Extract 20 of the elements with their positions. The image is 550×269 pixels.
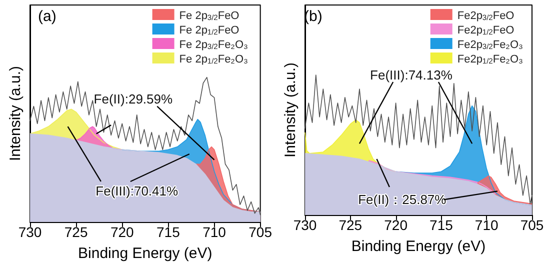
x-axis-title: Binding Energy (eV)	[78, 245, 212, 262]
annotation: Fe(II):29.59%	[94, 92, 173, 107]
x-axis-title: Binding Energy (eV)	[351, 238, 486, 255]
x-tick-label: 710	[202, 224, 226, 240]
x-tick-label: 705	[248, 224, 272, 240]
x-tick-label: 715	[430, 217, 454, 233]
x-tick-label: 725	[64, 224, 88, 240]
x-tick-label: 730	[18, 224, 42, 240]
x-tick-label: 705	[520, 217, 544, 233]
x-tick-label: 720	[384, 217, 408, 233]
annotation: Fe(II)：25.87%	[358, 192, 447, 208]
x-tick-label: 710	[474, 217, 498, 233]
chart-title: (a)	[38, 8, 56, 25]
x-tick-label: 730	[293, 217, 317, 233]
x-tick-label: 725	[338, 217, 362, 233]
x-tick-label: 720	[110, 224, 134, 240]
y-axis-title: Intensity (a.u.)	[282, 62, 299, 158]
annotation: Fe(III):74.13%	[370, 68, 453, 82]
x-tick-label: 715	[156, 224, 180, 240]
y-axis-title: Intensity (a.u.)	[7, 66, 24, 162]
